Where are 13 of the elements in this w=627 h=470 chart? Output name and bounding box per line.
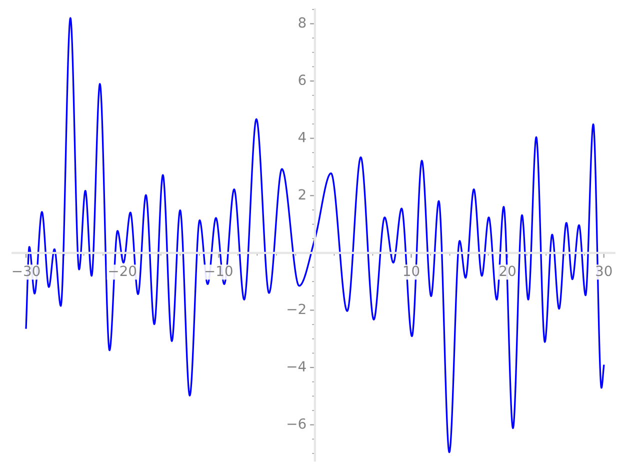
y-tick-label: −2 [288,304,306,314]
x-tick-label: −10 [205,266,232,276]
y-tick-label: 2 [298,189,306,200]
y-tick-label: −4 [288,361,306,372]
y-tick-label: 8 [298,17,306,28]
x-tick-label: −30 [12,266,40,276]
y-tick-label: −6 [288,418,306,429]
x-tick-label: 30 [596,266,612,276]
x-tick-label: 20 [500,266,516,276]
x-tick-label: −20 [109,266,136,276]
y-tick-label: 4 [298,132,306,142]
y-tick-label: 6 [298,74,306,86]
x-tick-label: 10 [404,266,420,276]
